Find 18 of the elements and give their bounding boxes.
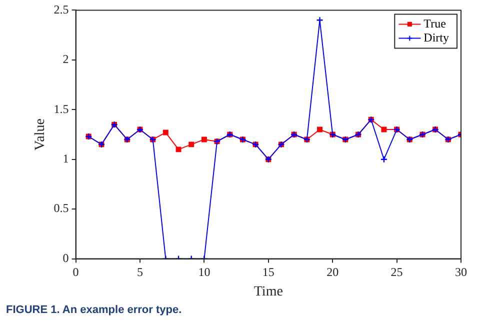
y-tick-label: 1 — [62, 152, 69, 166]
x-tick-label: 20 — [326, 265, 339, 280]
y-tick-label: 0 — [62, 250, 69, 265]
x-tick-label: 5 — [137, 265, 143, 280]
y-tick-label: 2 — [62, 52, 69, 66]
caption: FIGURE 1. An example error type. — [6, 304, 182, 316]
x-tick-label: 30 — [455, 265, 467, 280]
x-tick-label: 25 — [390, 265, 403, 280]
x-tick-label: 15 — [262, 265, 274, 280]
legend-label: Dirty — [424, 30, 450, 44]
legend-label: True — [424, 16, 446, 30]
y-axis-title: Value — [33, 118, 48, 150]
x-tick-label: 0 — [72, 265, 79, 280]
y-tick-label: 0.5 — [54, 201, 69, 216]
x-axis-title: Time — [254, 284, 283, 300]
x-tick-label: 10 — [198, 265, 210, 280]
y-tick-label: 2.5 — [54, 2, 69, 16]
y-tick-label: 1.5 — [54, 102, 69, 116]
